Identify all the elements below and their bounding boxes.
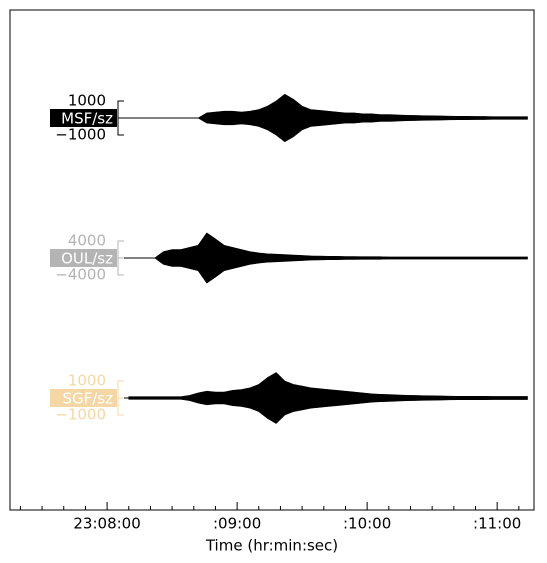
x-tick-label: :09:00 <box>213 515 261 533</box>
station-label: SGF/sz <box>62 390 113 408</box>
scale-label: 4000 <box>68 232 106 250</box>
station-label-bg <box>50 249 117 267</box>
x-tick-label: 23:08:00 <box>73 515 140 533</box>
x-tick-label: :10:00 <box>343 515 391 533</box>
trace-envelope <box>128 93 528 119</box>
trace-envelope <box>128 372 528 399</box>
plot-frame <box>9 9 535 511</box>
station-label: MSF/sz <box>61 110 113 128</box>
trace-envelope <box>128 232 528 259</box>
scale-label: 1000 <box>68 372 106 390</box>
station-label-bg <box>50 389 117 407</box>
station-label: OUL/sz <box>61 250 113 268</box>
x-tick-label: :11:00 <box>473 515 521 533</box>
scale-label: 1000 <box>68 92 106 110</box>
trace-envelope <box>128 257 528 284</box>
station-label-bg <box>50 109 117 127</box>
scale-label: −4000 <box>55 266 106 284</box>
trace-envelope <box>128 117 528 143</box>
scale-bracket <box>117 100 124 136</box>
scale-label: −1000 <box>55 126 106 144</box>
scale-bracket <box>117 380 124 416</box>
scale-label: −1000 <box>55 406 106 424</box>
x-axis-title: Time (hr:min:sec) <box>205 537 338 555</box>
trace-envelope <box>128 397 528 424</box>
scale-bracket <box>117 240 124 276</box>
